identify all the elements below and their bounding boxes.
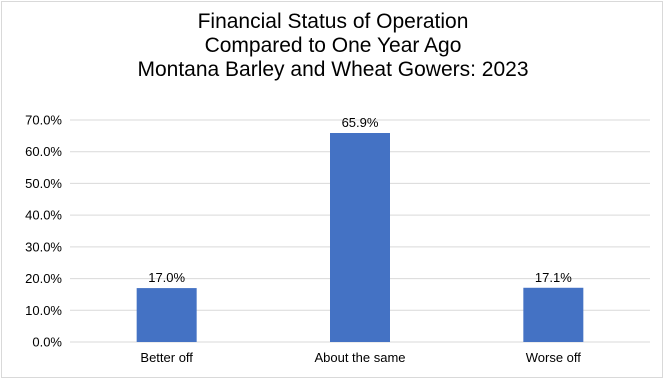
bar (523, 287, 584, 342)
x-tick-label: Better off (140, 350, 193, 365)
x-tick-label: About the same (314, 350, 405, 365)
bar (330, 133, 390, 342)
y-tick-label: 30.0% (25, 239, 62, 254)
y-tick-label: 0.0% (32, 335, 62, 350)
chart-title-line-3: Montana Barley and Wheat Gowers: 2023 (137, 58, 529, 81)
y-tick-label: 50.0% (25, 176, 62, 191)
y-tick-label: 10.0% (25, 303, 62, 318)
bar (136, 288, 197, 342)
y-tick-label: 70.0% (25, 113, 62, 128)
chart-title-line-2: Compared to One Year Ago (204, 34, 462, 57)
chart-title-line-1: Financial Status of Operation (197, 10, 469, 33)
data-label: 65.9% (342, 115, 379, 130)
y-tick-label: 40.0% (25, 208, 62, 223)
y-tick-label: 60.0% (25, 144, 62, 159)
y-tick-label: 20.0% (25, 271, 62, 286)
data-label: 17.0% (148, 270, 185, 285)
chart-title: Financial Status of Operation Compared t… (0, 10, 666, 82)
x-tick-label: Worse off (526, 350, 582, 365)
data-label: 17.1% (535, 270, 572, 285)
